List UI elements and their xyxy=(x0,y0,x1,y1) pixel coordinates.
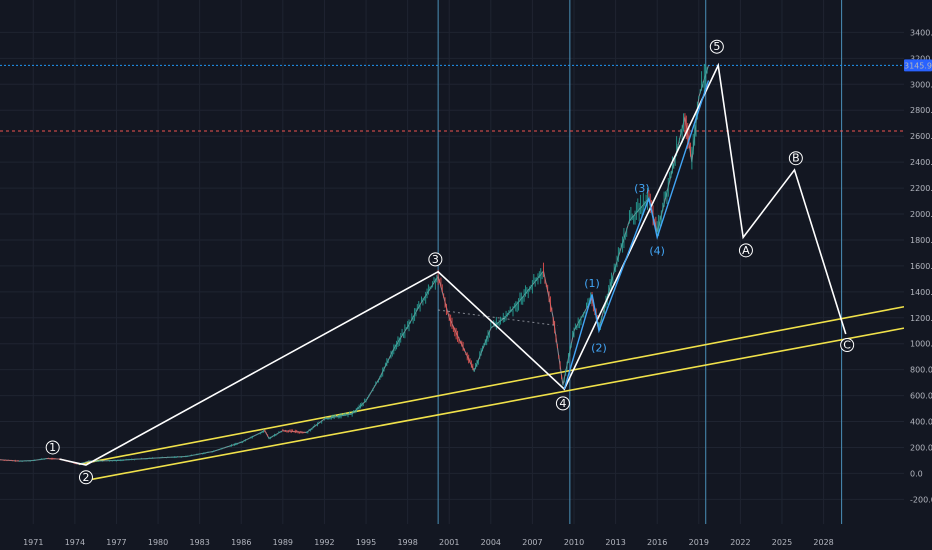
y-tick-label: 1400.0 xyxy=(910,288,932,297)
wave-label-circle xyxy=(78,470,93,485)
horizontal-levels xyxy=(0,64,904,132)
x-tick-label: 1974 xyxy=(65,538,85,547)
x-tick-label: 2025 xyxy=(772,538,792,547)
wave-label-circle xyxy=(788,151,803,166)
wave-label-text: 3 xyxy=(432,253,439,266)
y-tick-label: 400.0 xyxy=(910,418,932,427)
wave-label-1: 1 xyxy=(45,440,60,455)
wave-label-4: 4 xyxy=(555,396,570,411)
wave-label-text: 5 xyxy=(713,40,720,53)
y-tick-label: 2800.0 xyxy=(910,106,932,115)
sub-wave-label: (4) xyxy=(649,244,665,257)
x-tick-label: 2028 xyxy=(813,538,833,547)
x-tick-label: 2010 xyxy=(564,538,584,547)
wave-label-circle xyxy=(738,243,753,258)
x-tick-label: 1989 xyxy=(273,538,293,547)
y-tick-label: 1200.0 xyxy=(910,314,932,323)
wave-label-2: 2 xyxy=(78,470,93,485)
x-tick-label: 1977 xyxy=(106,538,126,547)
y-tick-label: 800.0 xyxy=(910,366,932,375)
wave-label-text: 2 xyxy=(82,471,89,484)
x-tick-label: 1980 xyxy=(148,538,168,547)
wave-label-A: A xyxy=(738,243,753,258)
x-tick-label: 1992 xyxy=(314,538,334,547)
y-tick-label: 2400.0 xyxy=(910,158,932,167)
x-tick-label: 2016 xyxy=(647,538,667,547)
y-tick-label: 1800.0 xyxy=(910,236,932,245)
y-tick-label: 3400.0 xyxy=(910,28,932,37)
primary-wave-line xyxy=(59,62,847,466)
x-tick-label: 1995 xyxy=(356,538,376,547)
x-tick-label: 2001 xyxy=(439,538,459,547)
sub-wave-line xyxy=(563,80,710,390)
sub-wave-label: (3) xyxy=(634,182,650,195)
current-price-tag: 3145.9 xyxy=(904,59,932,72)
y-tick-label: 0.0 xyxy=(910,469,923,478)
wave-label-text: 4 xyxy=(559,397,566,410)
y-tick-label: 1000.0 xyxy=(910,340,932,349)
wave-label-text: C xyxy=(843,339,851,352)
channel-line xyxy=(88,327,905,481)
trend-channel xyxy=(78,305,905,481)
wave-label-text: 1 xyxy=(49,441,56,454)
x-tick-label: 2007 xyxy=(522,538,542,547)
y-tick-label: 2600.0 xyxy=(910,132,932,141)
wave-label-circle xyxy=(840,338,855,353)
time-axis: 1971 1974 1977 1980 1983 1986 1989 1992 1995 1998… xyxy=(23,538,834,547)
x-tick-label: 2022 xyxy=(730,538,750,547)
time-axis-panel[interactable] xyxy=(0,524,932,550)
y-tick-label: 3200.0 xyxy=(910,54,932,63)
wave-label-B: B xyxy=(788,151,803,166)
price-axis-panel[interactable] xyxy=(904,0,932,524)
current-price-tag-text: 3145.9 xyxy=(904,61,932,70)
wave-label-5: 5 xyxy=(709,39,724,54)
sub-wave-label: (2) xyxy=(591,342,607,355)
wave-label-circle xyxy=(709,39,724,54)
x-tick-label: 1971 xyxy=(23,538,43,547)
wave-label-text: B xyxy=(792,152,800,165)
channel-line xyxy=(78,305,905,466)
wave-label-circle xyxy=(428,252,443,267)
wave-label-C: C xyxy=(840,338,855,353)
y-tick-label: -200.0 xyxy=(910,495,932,504)
y-tick-label: 200.0 xyxy=(910,443,932,452)
x-tick-label: 1998 xyxy=(397,538,417,547)
sub-wave-label: (1) xyxy=(584,277,600,290)
wave-label-circle xyxy=(45,440,60,455)
price-series xyxy=(0,63,709,465)
wave-label-3: 3 xyxy=(428,252,443,267)
wave-label-circle xyxy=(555,396,570,411)
x-tick-label: 1986 xyxy=(231,538,251,547)
x-tick-label: 2013 xyxy=(605,538,625,547)
grid-lines xyxy=(0,0,904,524)
wave-path xyxy=(59,62,847,466)
y-tick-label: 3000.0 xyxy=(910,80,932,89)
wave-labels: 1 2 3 4 5 A B C (1) (2) (3) (4) xyxy=(45,39,855,485)
y-tick-label: 2200.0 xyxy=(910,184,932,193)
current-price-tag-bg xyxy=(904,59,932,72)
x-tick-label: 2019 xyxy=(689,538,709,547)
x-tick-label: 2004 xyxy=(481,538,501,547)
y-tick-label: 1600.0 xyxy=(910,262,932,271)
wave-label-text: A xyxy=(742,244,750,257)
x-tick-label: 1983 xyxy=(189,538,209,547)
sub-wave-path xyxy=(563,80,710,390)
price-axis: 3400.0 3200.0 3000.0 2800.0 2600.0 2400.0 2200… xyxy=(910,28,932,504)
y-tick-label: 2000.0 xyxy=(910,210,932,219)
y-tick-label: 600.0 xyxy=(910,392,932,401)
dotted-trend-line xyxy=(438,309,558,327)
